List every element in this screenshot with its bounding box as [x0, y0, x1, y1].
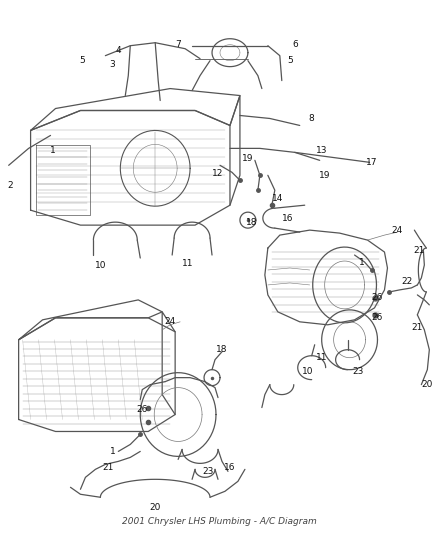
Text: 2: 2 [8, 181, 14, 190]
Text: 10: 10 [302, 367, 314, 376]
Text: 20: 20 [149, 503, 161, 512]
Text: 23: 23 [352, 367, 363, 376]
Text: 26: 26 [372, 313, 383, 322]
Text: 5: 5 [287, 56, 293, 65]
Text: 11: 11 [182, 259, 194, 268]
Text: 6: 6 [292, 40, 298, 49]
Text: 7: 7 [175, 40, 181, 49]
Text: 20: 20 [422, 380, 433, 389]
Text: 1: 1 [110, 447, 115, 456]
Text: 1: 1 [359, 257, 364, 266]
Text: 10: 10 [95, 261, 106, 270]
Text: 19: 19 [242, 154, 254, 163]
Text: 3: 3 [110, 60, 115, 69]
Text: 24: 24 [165, 317, 176, 326]
Text: 19: 19 [319, 171, 330, 180]
Text: 14: 14 [272, 193, 283, 203]
Text: 12: 12 [212, 169, 224, 178]
Text: 26: 26 [137, 405, 148, 414]
Text: 16: 16 [282, 214, 293, 223]
Text: 11: 11 [316, 353, 328, 362]
Text: 4: 4 [116, 46, 121, 55]
Text: 1: 1 [49, 146, 55, 155]
Text: 24: 24 [392, 225, 403, 235]
Text: 5: 5 [80, 56, 85, 65]
Text: 22: 22 [402, 278, 413, 286]
Text: 23: 23 [202, 467, 214, 476]
Text: 18: 18 [246, 217, 258, 227]
Text: 8: 8 [309, 114, 314, 123]
Text: 18: 18 [216, 345, 228, 354]
Text: 21: 21 [102, 463, 114, 472]
Text: 16: 16 [224, 463, 236, 472]
Text: 21: 21 [412, 324, 423, 332]
Text: 21: 21 [413, 246, 425, 255]
Text: 26: 26 [372, 293, 383, 302]
Text: 2001 Chrysler LHS Plumbing - A/C Diagram: 2001 Chrysler LHS Plumbing - A/C Diagram [122, 516, 316, 526]
Text: 13: 13 [316, 146, 328, 155]
Text: 17: 17 [366, 158, 377, 167]
